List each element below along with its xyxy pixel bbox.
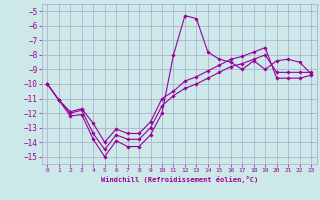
- X-axis label: Windchill (Refroidissement éolien,°C): Windchill (Refroidissement éolien,°C): [100, 176, 258, 183]
